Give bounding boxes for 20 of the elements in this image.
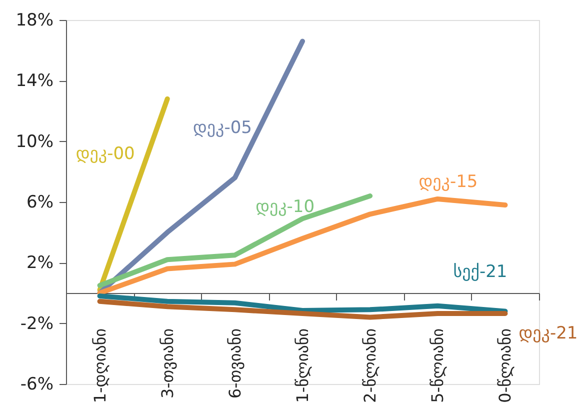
y-tick-label: 2% [26, 253, 54, 274]
x-tick-label: 1-წლიანი [293, 328, 312, 403]
y-tick-label: -6% [20, 374, 54, 394]
series-label: დეკ-21 [518, 323, 578, 344]
y-tick-label: 18% [16, 10, 54, 30]
series-label: დეკ-10 [256, 196, 315, 217]
series-label: დეკ-05 [193, 118, 252, 138]
x-tick-label: 5-წლიანი [428, 328, 448, 403]
y-tick-label: 6% [26, 192, 54, 212]
x-tick-label: 6-თვიანი [225, 328, 244, 399]
x-tick-label: 0-წლიანი [496, 328, 515, 403]
x-tick-label: 3-თვიანი [158, 328, 177, 399]
series-label: დეკ-15 [418, 172, 478, 192]
y-tick-label: 10% [16, 132, 54, 152]
series-label: დეკ-00 [76, 144, 135, 164]
y-tick-label: -2% [20, 314, 54, 334]
x-tick-label: 2-წლიანი [360, 328, 380, 403]
y-tick-label: 14% [16, 71, 54, 92]
series-label: სექ-21 [453, 262, 508, 282]
x-tick-label: 1-დღიანი [90, 328, 110, 404]
